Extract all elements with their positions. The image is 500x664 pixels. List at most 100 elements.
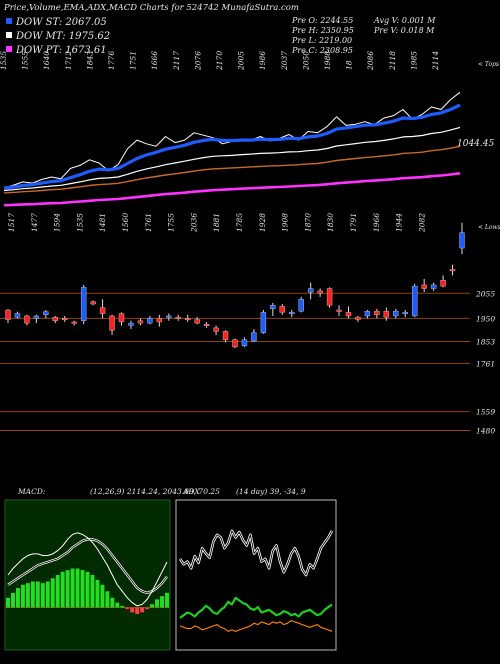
- candle-body: [440, 279, 446, 287]
- candle-body: [232, 339, 238, 348]
- price-level-label: 2055: [475, 289, 495, 298]
- macd-histogram-bar: [150, 604, 155, 608]
- candle-body: [393, 310, 399, 317]
- top-tick-label: 2005: [237, 51, 246, 71]
- candle-body: [128, 322, 134, 326]
- macd-histogram-bar: [140, 607, 145, 613]
- top-tick-label: 1986: [258, 51, 267, 70]
- tops-label: < Tops: [478, 61, 499, 68]
- macd-histogram-bar: [105, 591, 110, 608]
- candle-body: [251, 332, 257, 342]
- top-tick-label: 2086: [366, 51, 375, 71]
- candle-body: [43, 311, 49, 315]
- bottom-tick-label: 2082: [417, 213, 426, 233]
- macd-histogram-bar: [6, 597, 10, 608]
- stat-pre-open: Pre O: 2244.55: [291, 16, 353, 25]
- candle-body: [279, 306, 285, 313]
- top-tick-label: 2037: [280, 51, 289, 71]
- bottom-tick-label: 1928: [258, 213, 267, 232]
- macd-histogram-bar: [35, 581, 40, 608]
- ema-value-label: 1044.45: [457, 139, 494, 149]
- legend-swatch-st: [6, 18, 12, 24]
- top-tick-label: 1535: [0, 51, 8, 70]
- price-level-label: 1761: [476, 359, 495, 368]
- macd-histogram-bar: [90, 575, 95, 608]
- candle-body: [383, 310, 390, 318]
- macd-histogram-bar: [20, 584, 25, 608]
- bottom-tick-label: 1785: [235, 213, 244, 232]
- top-tick-label: 2117: [172, 51, 181, 71]
- top-tick-label: 1843: [85, 51, 94, 70]
- adx-minus-di-line: [179, 620, 333, 632]
- stat-pre-low: Pre L: 2219.00: [291, 36, 352, 45]
- macd-histogram-bar: [135, 607, 140, 614]
- header-layer: Price,Volume,EMA,ADX,MACD Charts for 524…: [3, 3, 436, 56]
- macd-histogram-bar: [100, 584, 105, 608]
- candle-body: [14, 313, 21, 318]
- top-tick-label: 1751: [129, 51, 138, 70]
- legend-dow-pt: DOW PT: 1673.61: [15, 45, 107, 56]
- candle-body: [222, 331, 229, 341]
- candle-body: [5, 309, 11, 320]
- macd-histogram-bar: [30, 581, 35, 608]
- candle-body: [175, 316, 181, 319]
- top-tick-label: 1776: [107, 51, 116, 70]
- legend-swatch-pt: [6, 46, 12, 52]
- stat-avg-volume: Avg V: 0.001 M: [373, 16, 436, 25]
- candle-body: [109, 315, 115, 331]
- macd-line: [7, 532, 168, 607]
- bottom-tick-label: 1481: [98, 213, 107, 232]
- candle-body: [449, 269, 456, 272]
- adx-plus-di-line: [179, 596, 333, 619]
- top-tick-label: 1712: [64, 51, 73, 70]
- candle-body: [62, 318, 68, 321]
- price-level-label: 1853: [476, 337, 495, 346]
- macd-histogram-bar: [165, 592, 169, 608]
- macd-histogram-bar: [130, 607, 135, 613]
- macd-histogram-bar: [10, 592, 15, 608]
- top-tick-label: 1985: [409, 51, 418, 70]
- top-tick-label: 2050: [301, 51, 310, 71]
- candle-body: [137, 320, 144, 324]
- macd-histogram-bar: [75, 568, 80, 608]
- candle-body: [118, 313, 125, 323]
- top-tick-label: 2170: [215, 51, 224, 71]
- price-level-label: 1480: [476, 426, 495, 435]
- candle-body: [260, 312, 267, 333]
- candle-body: [326, 288, 333, 306]
- macd-signal-line-inner: [7, 538, 168, 594]
- macd-histogram-bar: [15, 588, 20, 608]
- ema-line-ema-mid: [3, 145, 461, 194]
- price-level-label: 1559: [476, 408, 495, 417]
- candle-body: [298, 299, 304, 312]
- candle-body: [90, 301, 96, 305]
- macd-histogram-bar: [155, 599, 160, 608]
- legend-dow-st: DOW ST: 2067.05: [15, 17, 107, 28]
- macd-params: (12,26,9) 2114.24, 2043.99, 70.25: [90, 487, 220, 496]
- candle-body: [156, 318, 163, 323]
- stat-pre-high: Pre H: 2350.95: [291, 26, 354, 35]
- candle-body: [99, 307, 106, 314]
- macd-histogram-bar: [70, 568, 75, 608]
- candle-body: [355, 316, 361, 320]
- macd-histogram-bar: [115, 602, 120, 608]
- macd-histogram-bar: [45, 581, 50, 608]
- bottom-tick-label: 1944: [395, 213, 404, 232]
- top-tick-label: 2118: [388, 51, 397, 71]
- bottom-tick-label: 1477: [30, 213, 39, 232]
- bottom-tick-label: 1966: [372, 213, 381, 232]
- macd-histogram-bar: [125, 607, 130, 610]
- candle-body: [421, 284, 427, 289]
- top-tick-label: 1988: [323, 51, 332, 70]
- candle-body: [194, 319, 200, 324]
- ema-line-ema-long: [3, 172, 461, 207]
- chart-title: Price,Volume,EMA,ADX,MACD Charts for 524…: [3, 3, 299, 13]
- bottom-tick-label: 2036: [189, 213, 198, 233]
- adx-title: ADX: [182, 487, 200, 496]
- legend-dow-mt: DOW MT: 1975.62: [15, 31, 110, 42]
- top-tick-label: 18: [345, 60, 354, 70]
- candle-body: [345, 312, 352, 317]
- candle-body: [24, 315, 30, 324]
